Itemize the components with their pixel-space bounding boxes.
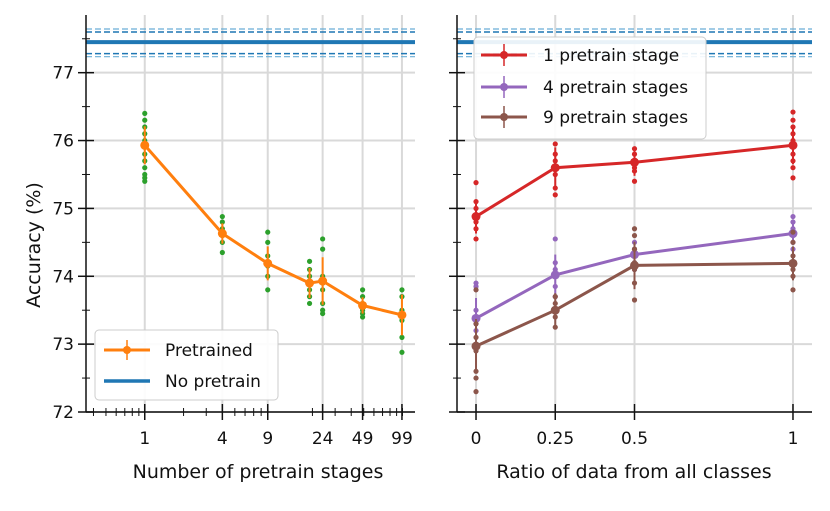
scatter-point — [359, 287, 366, 293]
y-tick-label: 73 — [52, 335, 74, 355]
x-tick-label: 24 — [312, 429, 334, 449]
scatter-point — [790, 219, 796, 225]
series-marker — [788, 258, 798, 268]
x-tick-label: 49 — [352, 429, 374, 449]
series-marker — [397, 310, 407, 320]
series-line — [475, 232, 794, 320]
scatter-point — [142, 171, 148, 178]
scatter-point — [399, 287, 405, 293]
scatter-point — [473, 389, 479, 395]
scatter-point — [631, 226, 638, 232]
scatter-point — [265, 229, 271, 235]
x-tick-label: 4 — [217, 429, 228, 449]
y-tick-label: 75 — [52, 199, 74, 219]
scatter-point — [142, 165, 148, 171]
scatter-point — [359, 294, 366, 300]
scatter-point — [399, 349, 405, 355]
legend-label-4-stages: 4 pretrain stages — [543, 78, 688, 98]
scatter-point — [790, 287, 796, 293]
x-tick-label: 0.5 — [621, 429, 648, 449]
series-marker — [630, 260, 639, 270]
y-tick-label: 74 — [52, 267, 74, 287]
y-tick-label: 72 — [52, 403, 74, 423]
scatter-point — [219, 219, 225, 225]
series-marker — [550, 270, 560, 280]
scatter-point — [473, 287, 479, 293]
legend-label-no-pretrain: No pretrain — [165, 372, 261, 392]
legend-swatch-1-stage-marker — [500, 51, 508, 59]
series-marker — [471, 212, 481, 222]
scatter-point — [473, 280, 479, 286]
series-line — [475, 143, 794, 218]
scatter-point — [473, 236, 479, 242]
scatter-point — [790, 175, 796, 181]
legend-label-pretrained: Pretrained — [165, 341, 253, 361]
legend-left: Pretrained No pretrain — [94, 329, 279, 401]
series-marker — [630, 157, 639, 167]
series-marker — [140, 140, 150, 150]
x-axis-title-left: Number of pretrain stages — [133, 461, 384, 483]
legend-label-9-stages: 9 pretrain stages — [543, 108, 688, 128]
scatter-point — [790, 117, 796, 123]
scatter-point — [473, 180, 479, 186]
scatter-point — [142, 110, 148, 117]
scatter-point — [631, 178, 638, 184]
y-tick-label: 77 — [52, 64, 74, 84]
legend-swatch-pretrained-marker — [123, 346, 131, 354]
scatter-point — [552, 236, 558, 242]
scatter-point — [631, 146, 638, 152]
x-tick-label: 1 — [788, 429, 799, 449]
series-marker — [550, 305, 560, 315]
scatter-point — [790, 239, 796, 245]
scatter-point — [219, 249, 225, 256]
scatter-point — [631, 297, 638, 303]
series-marker — [550, 163, 560, 173]
scatter-point — [265, 239, 271, 245]
scatter-point — [306, 300, 313, 307]
scatter-point — [790, 229, 796, 235]
legend-right-frame — [473, 36, 707, 140]
series-marker — [217, 229, 227, 239]
x-axis-title-right: Ratio of data from all classes — [496, 461, 771, 483]
series-marker — [471, 341, 481, 351]
series-marker — [358, 300, 368, 310]
x-tick-label: 1 — [139, 429, 150, 449]
legend-swatch-9-stages-marker — [500, 113, 508, 121]
scatter-point — [790, 109, 796, 115]
x-tick-label: 0.25 — [536, 429, 574, 449]
scatter-point — [552, 192, 558, 198]
scatter-point — [473, 375, 479, 381]
scatter-point — [265, 287, 271, 293]
scatter-point — [631, 232, 638, 239]
legend-right: 1 pretrain stage 4 pretrain stages 9 pre… — [473, 36, 707, 140]
scatter-point — [790, 165, 796, 171]
legend-label-1-stage: 1 pretrain stage — [543, 46, 679, 66]
x-tick-label: 0 — [471, 429, 482, 449]
scatter-point — [219, 213, 225, 220]
series-line — [475, 261, 794, 348]
y-tick-label: 76 — [52, 132, 74, 152]
scatter-point — [320, 246, 326, 252]
scatter-point — [320, 307, 326, 313]
series-marker — [788, 140, 798, 150]
scatter-point — [142, 117, 148, 123]
scatter-point — [320, 236, 326, 242]
scatter-point — [552, 141, 558, 147]
scatter-point — [790, 213, 796, 220]
x-tick-label: 99 — [391, 429, 413, 449]
series-marker — [263, 258, 273, 268]
y-axis-title: Accuracy (%) — [23, 182, 45, 308]
series-marker — [318, 276, 328, 286]
scatter-point — [306, 258, 313, 264]
x-tick-label: 9 — [262, 429, 273, 449]
scatter-point — [399, 334, 405, 340]
series-marker — [471, 313, 481, 323]
series-marker — [305, 278, 315, 288]
legend-swatch-4-stages-marker — [500, 83, 508, 91]
